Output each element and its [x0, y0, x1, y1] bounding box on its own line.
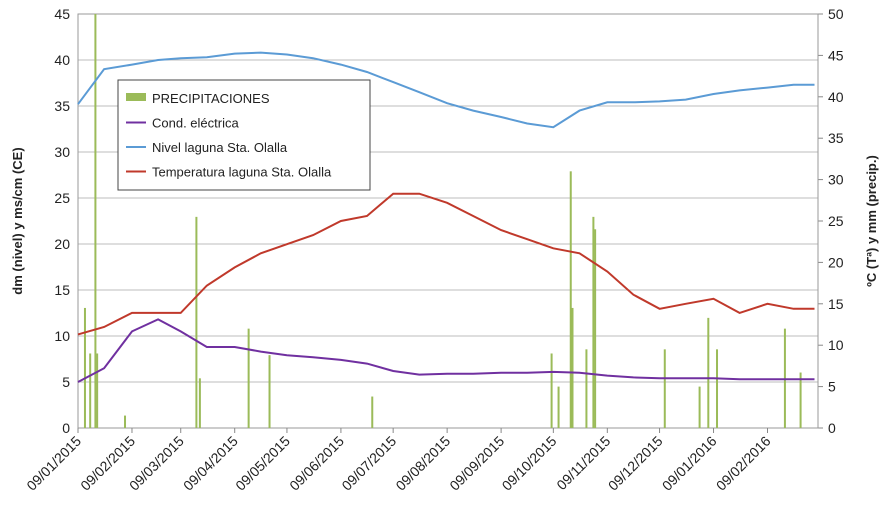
y-tick-label: 10: [54, 328, 70, 344]
y-tick-label: 45: [54, 6, 70, 22]
legend-label: Cond. eléctrica: [152, 116, 239, 131]
y2-axis-title: ºC (Tª) y mm (precip.): [864, 155, 879, 287]
precip-bar: [707, 317, 710, 428]
precip-bar: [569, 171, 572, 428]
y2-tick-label: 25: [828, 213, 844, 229]
precip-bar: [799, 372, 802, 428]
series-line: [77, 318, 815, 383]
x-tick-label: 09/05/2015: [232, 433, 293, 494]
y-axis-title: dm (nivel) y ms/cm (CE): [10, 147, 25, 294]
precip-bar: [698, 386, 701, 428]
precip-bar: [371, 396, 374, 428]
legend-label: Nivel laguna Sta. Olalla: [152, 140, 288, 155]
legend: PRECIPITACIONES Cond. eléctrica Nivel lagu…: [117, 79, 371, 191]
precip-bar: [592, 216, 595, 428]
x-tick-label: 09/11/2015: [553, 433, 613, 493]
series-line: [77, 192, 815, 336]
precip-bar: [83, 307, 86, 428]
y-tick-label: 20: [54, 236, 70, 252]
x-tick-label: 09/08/2015: [392, 433, 453, 494]
x-tick-label: 09/10/2015: [499, 433, 560, 494]
precip-bar: [198, 378, 201, 428]
y-tick-label: 40: [54, 52, 70, 68]
y2-tick-label: 35: [828, 130, 844, 146]
precip-bar: [89, 353, 92, 428]
precip-bar: [96, 353, 99, 428]
x-tick-label: 09/09/2015: [446, 433, 507, 494]
legend-label: PRECIPITACIONES: [152, 91, 270, 106]
y-tick-label: 5: [62, 374, 70, 390]
y-tick-label: 25: [54, 190, 70, 206]
precip-bar: [268, 355, 271, 428]
y2-tick-label: 10: [828, 337, 844, 353]
y2-tick-label: 45: [828, 47, 844, 63]
y-tick-label: 15: [54, 282, 70, 298]
x-tick-label: 09/04/2015: [180, 433, 241, 494]
legend-swatch: [126, 93, 146, 101]
precip-bar: [247, 328, 250, 428]
precip-bar: [594, 229, 597, 428]
precip-bar: [585, 349, 588, 428]
x-tick-label: 09/07/2015: [338, 433, 399, 494]
x-tick-label: 09/06/2015: [286, 433, 347, 494]
y2-tick-label: 15: [828, 296, 844, 312]
precip-bar: [716, 349, 719, 428]
y-tick-label: 35: [54, 98, 70, 114]
precip-bar: [663, 349, 666, 428]
precip-bar: [124, 415, 127, 428]
x-tick-label: 09/12/2015: [605, 433, 666, 494]
x-tick-label: 09/01/2015: [23, 433, 84, 494]
y-tick-label: 0: [62, 420, 70, 436]
y2-tick-label: 0: [828, 420, 836, 436]
y-tick-label: 30: [54, 144, 70, 160]
series-line: [77, 51, 815, 129]
precip-bar: [571, 307, 574, 428]
y2-tick-label: 40: [828, 89, 844, 105]
x-tick-label: 09/01/2016: [659, 433, 720, 494]
precip-bar: [94, 14, 97, 428]
y2-tick-label: 50: [828, 6, 844, 22]
legend-box: [117, 79, 371, 191]
precip-bar: [550, 353, 553, 428]
y2-tick-label: 5: [828, 379, 836, 395]
precip-bar: [195, 216, 198, 428]
legend-label: Temperatura laguna Sta. Olalla: [152, 165, 332, 180]
x-tick-label: 09/02/2016: [713, 433, 774, 494]
plot-frame: [77, 13, 819, 429]
precip-bar: [557, 386, 560, 428]
y2-tick-label: 30: [828, 172, 844, 188]
y2-tick-label: 20: [828, 254, 844, 270]
